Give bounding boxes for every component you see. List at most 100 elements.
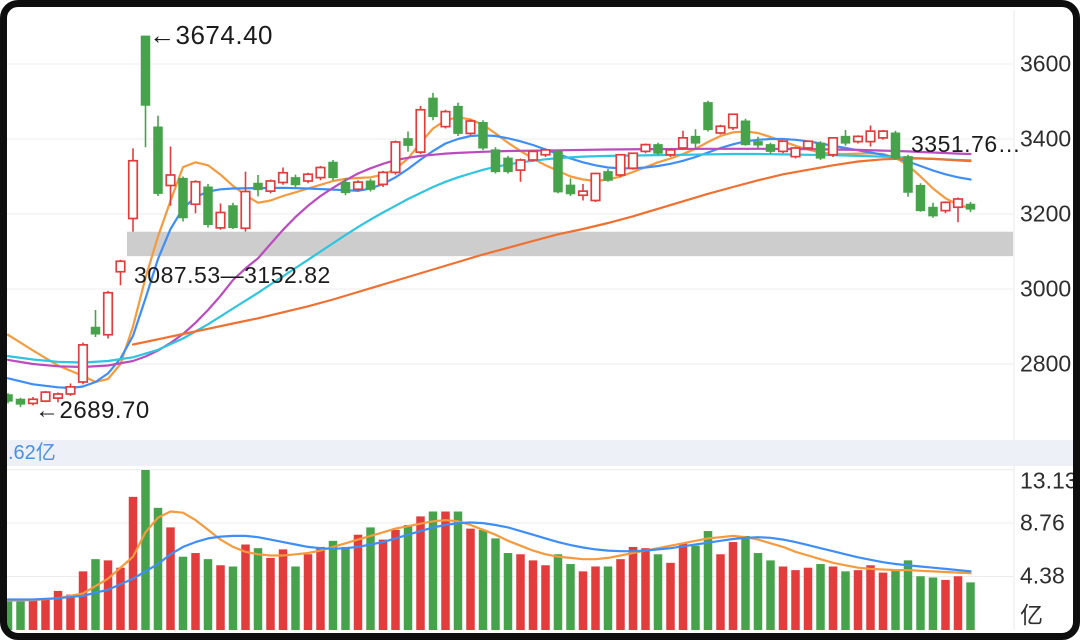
volume-bar (866, 565, 875, 630)
candle-body (527, 150, 539, 161)
volume-bar (453, 511, 463, 630)
candle-body (915, 185, 926, 212)
candle-body (52, 393, 64, 399)
turnover-amount-label: .62亿 (8, 442, 56, 464)
volume-bar (778, 566, 788, 630)
volume-bar (528, 560, 538, 630)
candle-body (577, 190, 589, 197)
volume-bar (591, 566, 600, 630)
candle-body (165, 174, 176, 187)
volume-bar (678, 543, 688, 630)
volume-bar (53, 590, 63, 630)
volume-bar (241, 544, 250, 630)
volume-axis-tick: 8.76 (1020, 509, 1065, 536)
volume-bar (141, 469, 150, 630)
last-price-annotation: 3351.76… (911, 131, 1022, 157)
volume-bar (191, 553, 200, 630)
candle-body (665, 149, 676, 156)
candle-body (865, 130, 876, 143)
candle-body (340, 182, 351, 194)
candle-body (903, 156, 913, 193)
candle-body (802, 140, 814, 149)
volume-bar (403, 524, 413, 630)
volume-bar (966, 582, 975, 630)
volume-bar (353, 534, 363, 630)
candle-body (677, 137, 689, 149)
volume-bar (553, 554, 563, 630)
candle-body (840, 135, 851, 144)
candle-body (390, 141, 401, 174)
candle-body (565, 184, 576, 195)
volume-axis-unit: 亿 (1020, 602, 1043, 628)
candle-body (815, 142, 826, 159)
volume-bar (566, 564, 575, 630)
volume-bar (841, 571, 850, 630)
price-axis-tick: 3000 (1020, 275, 1072, 302)
pane-separator-bar: .62亿 (7, 440, 1073, 466)
candle-body (490, 149, 501, 173)
volume-bar (653, 554, 663, 630)
price-axis-tick: 3400 (1020, 125, 1072, 152)
volume-bar (953, 576, 963, 630)
volume-bar (941, 579, 950, 630)
volume-bar (691, 545, 700, 630)
candle-body (540, 149, 551, 156)
volume-bar (253, 548, 263, 630)
candle-body (290, 177, 301, 186)
volume-bar (478, 529, 488, 630)
candle-body (302, 173, 314, 182)
volume-bar (628, 546, 638, 630)
volume-bar (903, 560, 913, 630)
volume-bar (216, 565, 225, 630)
candle-body (140, 35, 151, 106)
candle-body (553, 150, 563, 193)
volume-bar (166, 527, 175, 630)
candle-body (15, 398, 26, 405)
candle-body (277, 171, 289, 184)
candle-body (940, 201, 951, 212)
volume-bar (416, 516, 425, 630)
candle-body (603, 171, 613, 181)
candle-body (965, 203, 976, 210)
volume-bar (291, 566, 300, 630)
candle-body (127, 159, 139, 220)
volume-bar (3, 599, 13, 630)
candle-body (715, 125, 726, 134)
candle-body (653, 144, 663, 154)
volume-bar (266, 557, 275, 630)
volume-bar (828, 566, 838, 630)
volume-bar (878, 572, 888, 630)
vol-ma-slow-blue (6, 521, 972, 601)
volume-bar (303, 554, 313, 630)
volume-axis-tick: 4.38 (1020, 562, 1065, 589)
gap-range-annotation: 3087.53—3152.82 (134, 262, 331, 288)
volume-bar (578, 571, 588, 630)
volume-bar (66, 594, 75, 630)
volume-bar (128, 496, 138, 630)
candle-body (790, 147, 801, 158)
candle-body (403, 138, 413, 146)
volume-bar (391, 529, 400, 630)
candle-body (465, 120, 476, 135)
volume-axis-tick: 13.13 (1020, 467, 1078, 494)
candle-body (215, 211, 226, 229)
vol-ma-fast-orange (6, 510, 972, 602)
candle-body (253, 182, 263, 191)
candle-body (952, 198, 964, 209)
candle-body (328, 161, 338, 179)
high-price-annotation: ←3674.40 (149, 20, 273, 50)
volume-bar (616, 559, 625, 630)
candle-body (852, 135, 864, 143)
volume-bar (491, 538, 500, 630)
candle-body (315, 166, 326, 179)
candle-body (753, 141, 763, 146)
volume-bar (378, 539, 388, 630)
candle-body (90, 326, 101, 335)
candle-body (115, 260, 126, 273)
volume-bar (716, 554, 725, 630)
price-axis-tick: 3200 (1020, 200, 1072, 227)
volume-bar (816, 564, 825, 630)
volume-bar (153, 507, 163, 630)
